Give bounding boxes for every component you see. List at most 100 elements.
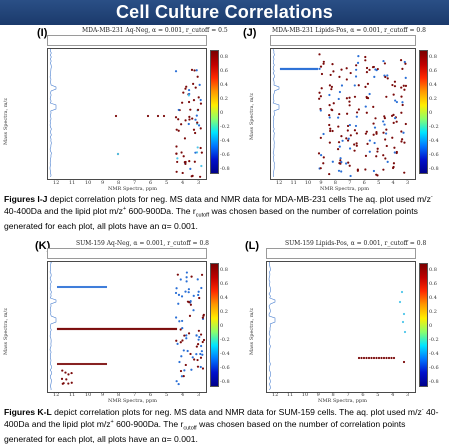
correlation-point — [386, 145, 388, 147]
nmr-spectrum-strip-i — [47, 35, 207, 46]
correlation-point — [349, 147, 351, 149]
correlation-point — [178, 361, 180, 363]
caption-figures-i-j: Figures I-J depict correlation plots for… — [4, 192, 446, 232]
correlation-point — [350, 72, 352, 74]
correlation-point — [197, 343, 199, 345]
x-tick-label: 3 — [406, 392, 409, 398]
correlation-point — [393, 147, 395, 149]
correlation-point — [61, 286, 63, 288]
correlation-point — [405, 85, 407, 87]
correlation-point — [93, 286, 95, 288]
correlation-point — [189, 353, 191, 355]
correlation-point — [198, 339, 200, 341]
correlation-point — [333, 102, 335, 104]
correlation-point — [330, 74, 332, 76]
scatter-layer — [271, 49, 415, 179]
colorbar-tick-label: -0.2 — [429, 124, 439, 130]
x-tick-label: 4 — [181, 180, 184, 186]
correlation-point — [376, 150, 378, 152]
correlation-point — [366, 131, 368, 133]
correlation-point — [163, 115, 165, 117]
colorbar-tick-label: 0 — [220, 110, 223, 116]
x-axis-label-l: NMR Spectra, ppm — [318, 398, 367, 404]
correlation-point — [345, 162, 347, 164]
correlation-point — [402, 132, 404, 134]
correlation-point — [200, 333, 202, 335]
correlation-point — [394, 85, 396, 87]
correlation-point — [77, 363, 79, 365]
correlation-point — [175, 316, 177, 318]
correlation-point — [195, 353, 197, 355]
correlation-point — [200, 147, 202, 149]
correlation-point — [180, 328, 182, 330]
x-tick-label: 4 — [392, 180, 395, 186]
correlation-point — [353, 143, 355, 145]
colorbar-tick-label: -0.2 — [220, 124, 230, 130]
correlation-point — [180, 370, 182, 372]
correlation-point — [369, 139, 371, 141]
correlation-point — [402, 104, 404, 106]
correlation-point — [183, 375, 185, 377]
correlation-point — [197, 278, 199, 280]
correlation-point — [67, 286, 69, 288]
correlation-point — [372, 66, 374, 68]
correlation-point — [367, 97, 369, 99]
correlation-point — [191, 69, 193, 71]
correlation-point — [85, 286, 87, 288]
x-tick-label: 5 — [165, 392, 168, 398]
correlation-point — [175, 153, 177, 155]
correlation-point — [402, 321, 404, 323]
x-tick-label: 10 — [85, 392, 91, 398]
correlation-point — [197, 109, 199, 111]
scatter-layer — [48, 262, 206, 392]
correlation-point — [340, 69, 342, 71]
correlation-point — [175, 328, 177, 330]
correlation-point — [372, 106, 374, 108]
correlation-point — [347, 125, 349, 127]
correlation-point — [332, 161, 334, 163]
correlation-point — [365, 105, 367, 107]
correlation-point — [184, 88, 186, 90]
correlation-point — [178, 109, 180, 111]
colorbar-l — [419, 263, 428, 387]
correlation-point — [401, 291, 403, 293]
correlation-point — [403, 361, 405, 363]
correlation-point — [200, 287, 202, 289]
colorbar-tick-label: -0.8 — [220, 166, 230, 172]
correlation-point — [193, 358, 195, 360]
correlation-point — [180, 278, 182, 280]
correlation-point — [357, 168, 359, 170]
correlation-point — [199, 84, 201, 86]
correlation-point — [341, 140, 343, 142]
correlation-point — [201, 152, 203, 154]
correlation-point — [360, 357, 362, 359]
correlation-point — [329, 84, 331, 86]
correlation-point — [182, 92, 184, 94]
correlation-point — [364, 56, 366, 58]
correlation-point — [99, 286, 101, 288]
correlation-point — [383, 123, 385, 125]
correlation-point — [364, 59, 366, 61]
correlation-point — [198, 124, 200, 126]
y-axis-label-k: Mass Spectra, m/z — [3, 308, 9, 355]
correlation-point — [320, 137, 322, 139]
correlation-point — [356, 145, 358, 147]
correlation-point — [186, 271, 188, 273]
correlation-point — [368, 69, 370, 71]
correlation-point — [69, 286, 71, 288]
correlation-point — [192, 83, 194, 85]
correlation-point — [64, 371, 66, 373]
correlation-point — [391, 115, 393, 117]
correlation-point — [95, 286, 97, 288]
x-tick-label: 5 — [165, 180, 168, 186]
correlation-point — [184, 137, 186, 139]
correlation-point — [180, 355, 182, 357]
correlation-point — [393, 162, 395, 164]
correlation-point — [391, 137, 393, 139]
correlation-point — [349, 124, 351, 126]
nmr-spectrum-strip-j — [270, 35, 416, 46]
x-tick-label: 12 — [53, 180, 59, 186]
correlation-point — [364, 86, 366, 88]
colorbar-tick-label: -0.4 — [429, 351, 439, 357]
correlation-point — [185, 364, 187, 366]
